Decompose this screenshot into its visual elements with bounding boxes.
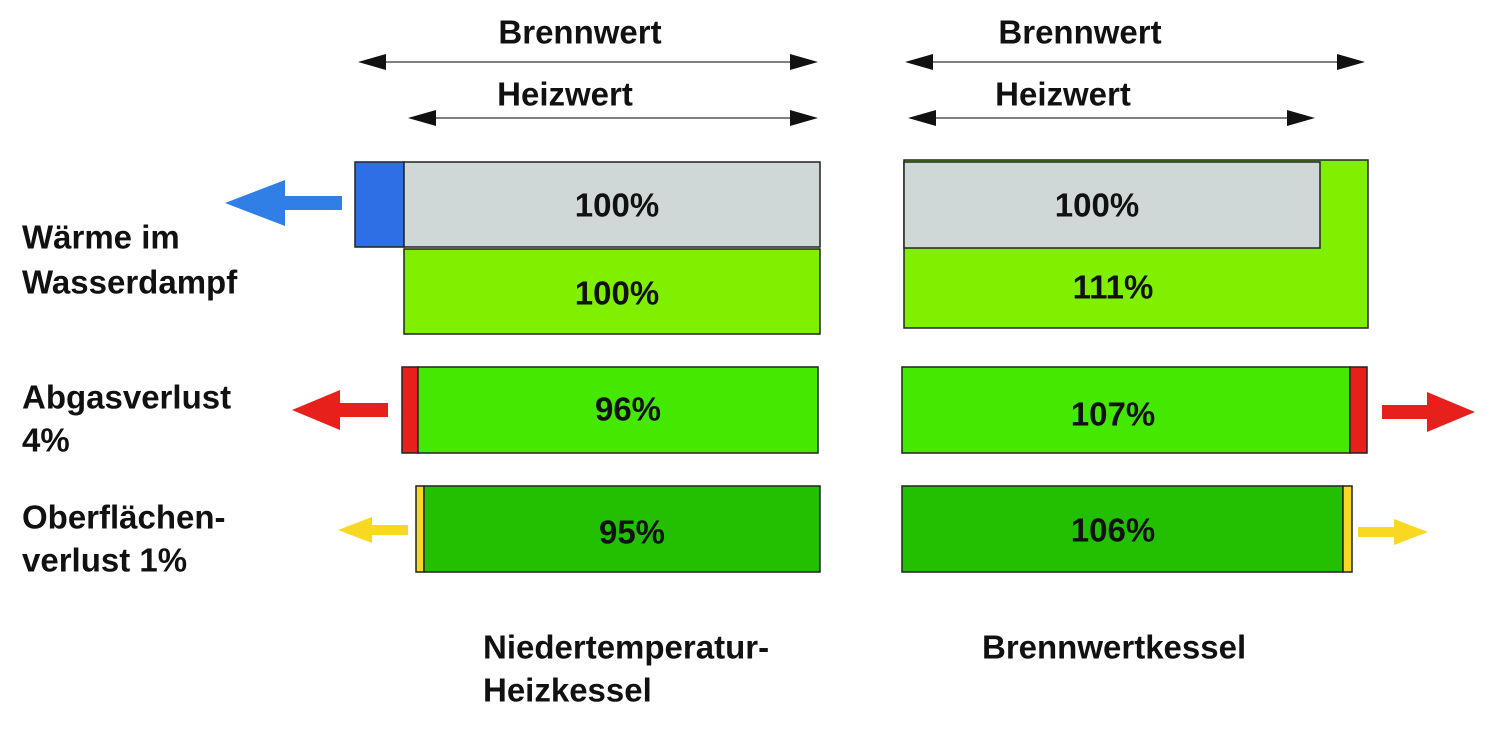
label: Brennwert xyxy=(498,14,661,51)
row-label: 4% xyxy=(22,422,70,459)
label: Heizwert xyxy=(497,76,633,113)
row-label: Wärme im xyxy=(22,219,180,256)
bars-right xyxy=(901,159,1369,573)
bar-label: 106% xyxy=(1071,512,1155,549)
bars-left xyxy=(354,161,821,573)
caption: Heizkessel xyxy=(483,672,652,709)
row-label: Wasserdampf xyxy=(22,264,238,301)
row-label: verlust 1% xyxy=(22,542,187,579)
caption: Brennwertkessel xyxy=(982,629,1246,666)
label: Brennwert xyxy=(998,14,1161,51)
bar-label: 100% xyxy=(575,275,659,312)
row-label: Abgasverlust xyxy=(22,379,231,416)
dimension-arrows xyxy=(358,54,1365,126)
bar-label: 96% xyxy=(595,391,661,428)
row-label: Oberflächen- xyxy=(22,499,226,536)
bar-label: 111% xyxy=(1073,269,1154,306)
bar-label: 100% xyxy=(1055,187,1139,224)
bar-label: 100% xyxy=(575,187,659,224)
bar-label: 107% xyxy=(1071,396,1155,433)
bar-label: 95% xyxy=(599,514,665,551)
loss-arrows xyxy=(225,180,1475,545)
label: Heizwert xyxy=(995,76,1131,113)
caption: Niedertemperatur- xyxy=(483,629,769,666)
